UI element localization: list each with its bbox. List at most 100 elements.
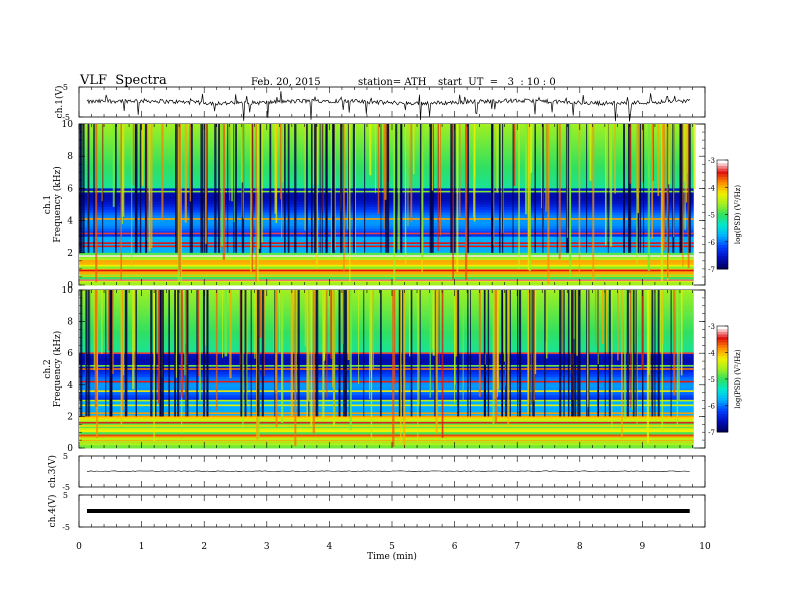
broadband-burst (504, 290, 506, 386)
broadband-burst (533, 290, 535, 402)
spectrogram-row (79, 408, 694, 412)
narrowband-line (79, 269, 694, 272)
spectrogram-row (79, 300, 694, 304)
broadband-burst (609, 124, 613, 247)
broadband-burst (429, 290, 431, 398)
broadband-burst (487, 290, 490, 417)
broadband-burst (261, 290, 264, 417)
colorbar-cell (717, 344, 728, 348)
colorbar-cell (717, 260, 728, 265)
colorbar-cell (717, 195, 728, 199)
broadband-burst (368, 290, 371, 400)
broadband-burst (325, 124, 328, 253)
broadband-burst (342, 290, 344, 345)
broadband-burst (517, 290, 519, 417)
broadband-burst (421, 124, 424, 260)
broadband-burst (435, 290, 438, 434)
colorbar-cell (717, 184, 728, 188)
figure-title: VLF Spectra (80, 73, 167, 88)
spectrogram-row (79, 326, 694, 330)
broadband-burst (530, 124, 533, 173)
broadband-burst (145, 124, 147, 253)
colorbar-cell (717, 189, 728, 194)
colorbar-cell (717, 349, 728, 353)
broadband-burst (601, 290, 604, 344)
broadband-burst (417, 290, 419, 442)
broadband-burst (370, 290, 373, 446)
broadband-burst (413, 124, 415, 175)
colorbar-cell (717, 241, 728, 245)
broadband-burst (574, 290, 577, 417)
spectrogram-row (79, 295, 694, 299)
colorbar-cell (717, 424, 728, 428)
ch1-waveform (86, 91, 690, 122)
x-tick-label: 7 (514, 542, 520, 552)
colorbar-cell (717, 263, 728, 267)
broadband-burst (637, 124, 640, 214)
colorbar-cell (717, 176, 728, 180)
broadband-burst (498, 124, 501, 253)
x-tick-label: 8 (577, 542, 583, 552)
broadband-burst (628, 124, 631, 184)
spectrogram-row (79, 252, 694, 256)
broadband-burst (254, 290, 256, 359)
colorbar-cell (717, 413, 728, 417)
broadband-burst (438, 290, 440, 365)
broadband-burst (375, 124, 376, 194)
broadband-burst (617, 290, 619, 361)
broadband-burst (546, 290, 548, 359)
y-axis-label: ch.3(V) (47, 455, 58, 488)
broadband-burst (394, 290, 396, 385)
broadband-burst (244, 290, 247, 417)
y-axis-label: ch.1(V) (54, 86, 65, 119)
narrowband-line (79, 390, 694, 392)
broadband-burst (419, 124, 422, 253)
broadband-burst (87, 290, 90, 417)
broadband-burst (647, 124, 651, 272)
spectrogram-row (79, 405, 694, 409)
narrowband-line (79, 404, 694, 407)
spectrogram-row (79, 316, 694, 320)
broadband-burst (204, 124, 207, 244)
broadband-burst (135, 290, 137, 417)
start-time-label: start UT = 3 : 10 : 0 (438, 77, 556, 88)
y-axis-label: Frequency (kHz) (52, 166, 63, 243)
x-tick-label: 10 (699, 542, 711, 552)
spectrogram-row (79, 434, 694, 438)
broadband-burst (135, 124, 138, 253)
spectrogram-row (79, 282, 694, 286)
broadband-burst (263, 290, 265, 377)
x-tick-label: 1 (139, 542, 145, 552)
broadband-burst (312, 124, 315, 185)
broadband-burst (630, 290, 632, 408)
spectrogram-row (79, 437, 694, 441)
broadband-burst (184, 124, 187, 223)
colorbar-cell (717, 203, 728, 207)
colorbar-cell (717, 405, 728, 409)
broadband-burst (673, 124, 675, 237)
colorbar-cell (717, 170, 728, 175)
broadband-burst (190, 124, 193, 253)
colorbar-cell (717, 410, 728, 414)
broadband-burst (146, 124, 148, 241)
spectrogram-ch2 (79, 290, 694, 449)
colorbar-cell (717, 357, 728, 361)
broadband-burst (400, 124, 403, 253)
broadband-burst (402, 290, 406, 448)
broadband-burst (93, 124, 95, 253)
spectrogram-row (79, 445, 694, 449)
broadband-burst (607, 124, 609, 189)
spectrogram-row (79, 361, 694, 365)
broadband-burst (319, 124, 321, 253)
broadband-burst (534, 124, 536, 253)
broadband-burst (614, 124, 616, 194)
colorbar-tick-label: -3 (708, 323, 715, 331)
broadband-burst (224, 290, 227, 357)
broadband-burst (122, 124, 125, 217)
colorbar-tick-label: -6 (708, 239, 715, 247)
broadband-burst (676, 290, 679, 430)
broadband-burst (646, 290, 650, 444)
broadband-burst (307, 290, 310, 402)
broadband-burst (326, 290, 328, 398)
broadband-burst (150, 290, 153, 417)
